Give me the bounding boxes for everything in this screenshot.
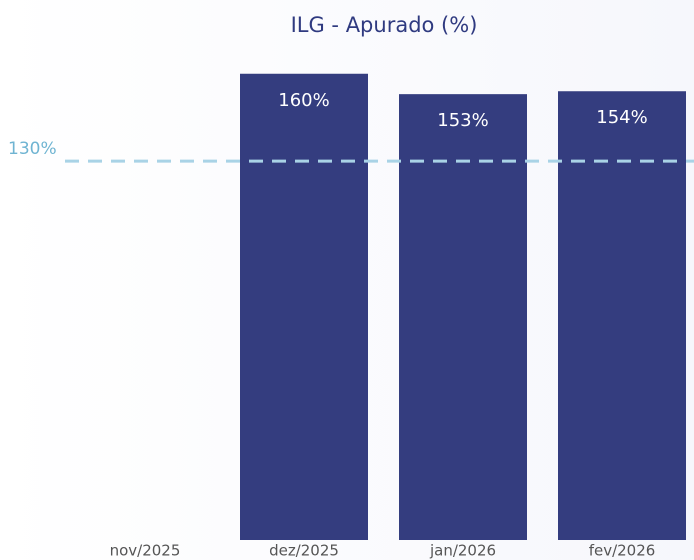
bar	[399, 94, 527, 541]
value-label: 160%	[278, 90, 329, 111]
bar	[558, 91, 686, 541]
bar	[240, 73, 368, 541]
x-tick-label: fev/2026	[589, 542, 656, 560]
x-tick-label: jan/2026	[429, 542, 496, 560]
x-tick-label: dez/2025	[269, 542, 339, 560]
x-tick-label: nov/2025	[110, 542, 181, 560]
chart-title: ILG - Apurado (%)	[291, 13, 478, 37]
value-label: 153%	[437, 110, 488, 131]
value-label: 154%	[596, 107, 647, 128]
reference-label: 130%	[8, 139, 57, 159]
